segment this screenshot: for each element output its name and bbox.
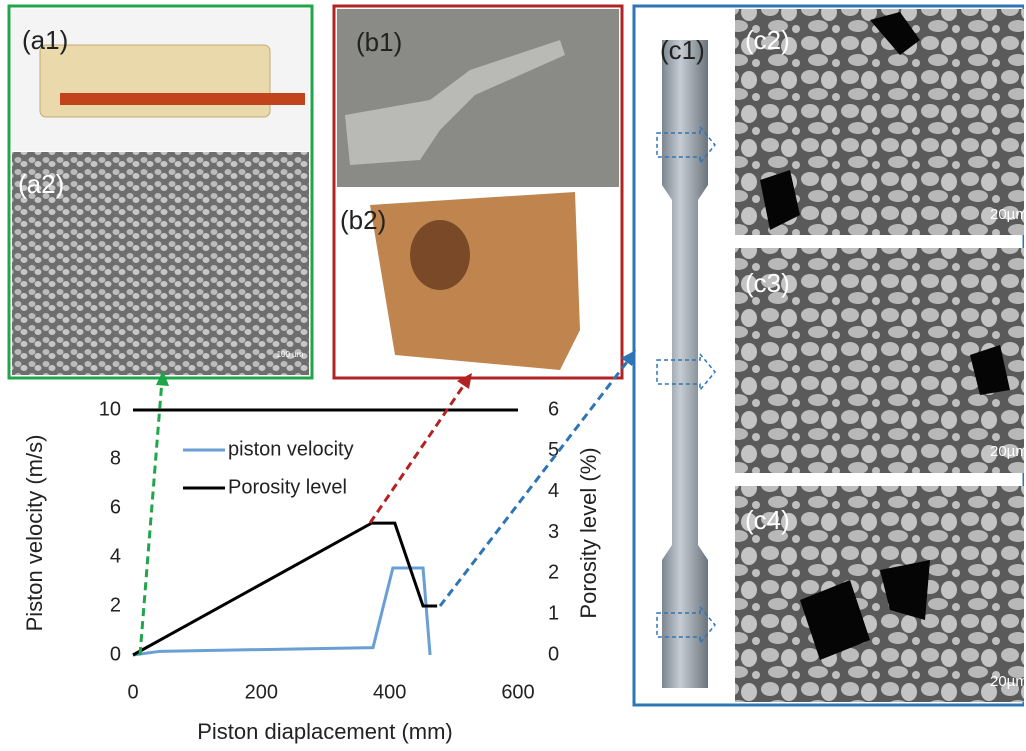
y-axis-title: Piston velocity (m/s) xyxy=(22,435,47,632)
y2-tick-label: 1 xyxy=(548,602,559,624)
y2-tick-label: 6 xyxy=(548,398,559,420)
panel-label: (c1) xyxy=(660,35,705,65)
y2-tick-label: 2 xyxy=(548,562,559,584)
rod xyxy=(60,93,305,105)
series-line xyxy=(133,523,437,655)
panel-label: (b1) xyxy=(356,27,402,57)
y2-axis-title: Porosity level (%) xyxy=(576,447,601,618)
x-tick-label: 200 xyxy=(245,681,278,703)
y-tick-label: 2 xyxy=(110,594,121,616)
ct-scan xyxy=(370,192,580,370)
x-tick-label: 400 xyxy=(373,681,406,703)
pore xyxy=(410,220,470,290)
figure: (a1) (a2) 100 µm (b1) (b2) (c1) (c2) (c3… xyxy=(0,0,1026,751)
panel-label: (c4) xyxy=(745,505,790,535)
y-tick-label: 8 xyxy=(110,447,121,469)
panel-label: (a1) xyxy=(22,25,68,55)
specimen xyxy=(662,40,708,688)
y-tick-label: 4 xyxy=(110,545,121,567)
scale-bar: 20µm xyxy=(990,673,1026,690)
panel-label: (b2) xyxy=(340,205,386,235)
y-tick-label: 6 xyxy=(110,496,121,518)
x-tick-label: 0 xyxy=(127,681,138,703)
panel-label: (c3) xyxy=(745,268,790,298)
y-tick-label: 0 xyxy=(110,643,121,665)
scale-bar: 100 µm xyxy=(277,350,304,359)
panel-label: (a2) xyxy=(18,169,64,199)
y2-tick-label: 3 xyxy=(548,521,559,543)
y2-tick-label: 4 xyxy=(548,480,559,502)
panel-label: (c2) xyxy=(745,25,790,55)
scale-bar: 20µm xyxy=(990,443,1026,460)
x-tick-label: 600 xyxy=(501,681,534,703)
scale-bar: 20µm xyxy=(990,206,1026,223)
legend-label: piston velocity xyxy=(228,438,354,460)
series-line xyxy=(133,568,430,655)
y2-tick-label: 0 xyxy=(548,643,559,665)
x-axis-title: Piston diaplacement (mm) xyxy=(197,719,453,744)
y-tick-label: 10 xyxy=(99,398,121,420)
legend-label: Porosity level xyxy=(228,476,347,498)
die-model xyxy=(40,45,270,117)
